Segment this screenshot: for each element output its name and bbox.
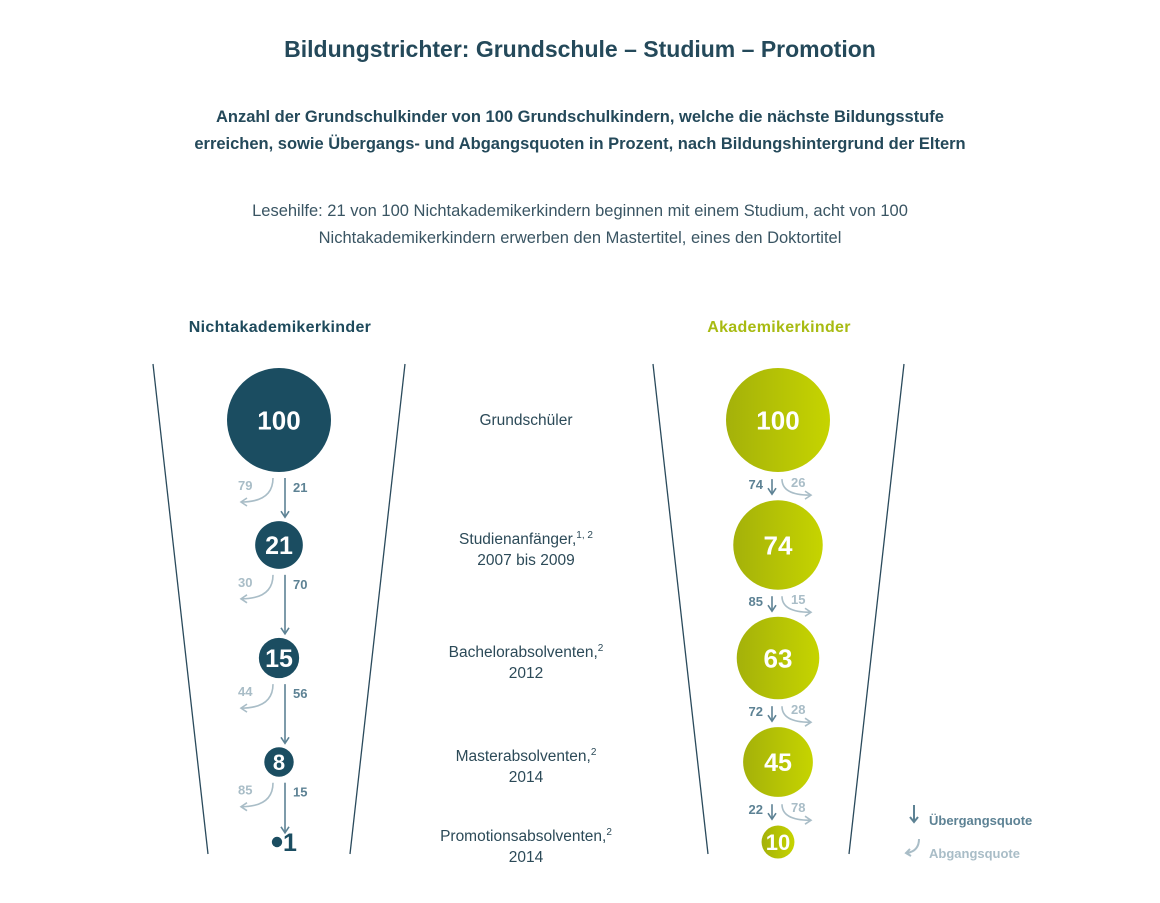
dropout-rate-g1-3: 78 (791, 800, 805, 815)
count-bubble-g0-s0 (227, 368, 331, 472)
count-bubble-g1-s3 (743, 727, 813, 797)
dropout-arrow-g1-2 (781, 706, 811, 723)
stage-label-2: Bachelorabsolventen,2 2012 (406, 638, 646, 684)
transition-rate-g1-3: 22 (749, 802, 763, 817)
dropout-rate-g0-2: 44 (238, 684, 253, 699)
stage-name: Bachelorabsolventen,2 (448, 643, 604, 662)
stage-period: 2014 (508, 849, 544, 867)
count-bubble-g0-s1 (255, 521, 303, 569)
count-label-g1-s3: 45 (764, 749, 792, 777)
transition-arrowhead-g1-1 (767, 604, 777, 613)
count-bubble-g1-s1 (733, 500, 823, 590)
dropout-arrow-g0-1 (240, 574, 274, 600)
group-heading-academic: Akademikerkinder (707, 319, 851, 336)
stage-period: 2012 (508, 665, 544, 683)
dropout-arrowhead-g1-2 (804, 717, 813, 727)
count-bubble-g0-s3 (264, 747, 294, 777)
down-arrow-icon (903, 803, 929, 828)
stage-footnote: 2 (597, 643, 604, 654)
stage-label-4: Promotionsabsolventen,2 2014 (406, 822, 646, 868)
transition-rate-g0-2: 56 (293, 686, 307, 701)
dropout-arrow-g1-3 (781, 804, 811, 822)
count-label-g0-s2: 15 (265, 645, 293, 673)
funnel-wall-3 (848, 363, 905, 855)
stage-period: 2014 (508, 769, 544, 787)
dropout-arrowhead-g0-2 (239, 703, 248, 713)
stage-label-3: Masterabsolventen,2 2014 (406, 742, 646, 788)
transition-rate-g1-2: 72 (749, 704, 763, 719)
stage-name: Grundschüler (479, 412, 573, 429)
count-label-g1-s4: 10 (766, 830, 790, 855)
stage-label-0: Grundschüler (406, 410, 646, 431)
transition-rate-g0-0: 21 (293, 480, 307, 495)
dropout-rate-g1-0: 26 (791, 475, 805, 490)
dropout-rate-g0-0: 79 (238, 478, 252, 493)
subtitle-line-1: Anzahl der Grundschulkinder von 100 Grun… (216, 108, 944, 126)
group-heading-nonacademic: Nichtakademikerkinder (188, 319, 372, 336)
count-label-g1-s2: 63 (764, 643, 793, 673)
funnel-wall-0 (152, 363, 209, 855)
stage-name: Masterabsolventen,2 (455, 747, 597, 766)
funnel-wall-2 (652, 363, 709, 855)
count-label-g0-s1: 21 (265, 532, 293, 560)
dropout-arrow-g0-3 (240, 782, 274, 808)
dropout-rate-g1-2: 28 (791, 702, 805, 717)
transition-arrowhead-g0-3 (280, 826, 290, 835)
subtitle-line-2: erreichen, sowie Übergangs- und Abgangsq… (194, 135, 966, 153)
funnel-wall-1 (349, 363, 406, 855)
stage-period: 2007 bis 2009 (477, 552, 575, 570)
transition-rate-g0-1: 70 (293, 577, 307, 592)
transition-arrowhead-g0-2 (280, 736, 290, 745)
dropout-arrow-g0-0 (240, 477, 274, 503)
transition-arrowhead-g0-0 (280, 510, 290, 519)
dropout-rate-g0-1: 30 (238, 575, 252, 590)
legend-dropout-label: Abgangsquote (929, 846, 1020, 861)
transition-arrowhead-g0-1 (280, 627, 290, 636)
dropout-rate-g1-1: 15 (791, 592, 805, 607)
stage-footnote: 2 (590, 747, 597, 758)
dropout-arrow-g1-0 (781, 479, 811, 496)
count-bubble-g1-s0 (726, 368, 830, 472)
legend-transition-label: Übergangsquote (929, 813, 1033, 828)
dropout-rate-g0-3: 85 (238, 783, 252, 798)
chart-subtitle: Anzahl der Grundschulkinder von 100 Grun… (180, 104, 980, 158)
count-bubble-g0-s2 (258, 637, 300, 679)
dropout-arrow-g0-2 (240, 684, 274, 709)
stage-name: Studienanfänger,1, 2 (459, 530, 593, 549)
reading-aid-line-1: Lesehilfe: 21 von 100 Nichtakademikerkin… (252, 202, 908, 220)
stage-footnote: 1, 2 (576, 530, 593, 541)
legend-dropout: Abgangsquote (903, 836, 1020, 861)
reading-aid-line-2: Nichtakademikerkindern erwerben den Mast… (318, 229, 842, 247)
count-label-g0-s4: 1 (283, 829, 297, 857)
transition-arrowhead-g1-3 (767, 812, 777, 821)
count-label-g1-s1: 74 (764, 530, 793, 560)
transition-rate-g1-0: 74 (749, 477, 764, 492)
count-bubble-g1-s2 (736, 616, 820, 700)
stage-name: Promotionsabsolventen,2 (440, 827, 612, 846)
dropout-arrowhead-g1-3 (804, 815, 813, 825)
dropout-arrowhead-g1-0 (804, 490, 813, 500)
count-label-g0-s3: 8 (273, 750, 285, 775)
reading-aid: Lesehilfe: 21 von 100 Nichtakademikerkin… (180, 198, 980, 252)
legend-transition: Übergangsquote (903, 803, 1032, 828)
dropout-arrowhead-g0-3 (239, 802, 248, 812)
stage-footnote: 2 (606, 827, 612, 838)
dropout-arrowhead-g0-0 (239, 497, 248, 507)
dropout-arrowhead-g1-1 (804, 607, 813, 617)
dropout-arrowhead-g0-1 (239, 594, 248, 604)
transition-rate-g1-1: 85 (749, 594, 763, 609)
transition-arrowhead-g1-2 (767, 714, 777, 723)
chart-title: Bildungstrichter: Grundschule – Studium … (284, 36, 876, 62)
curved-arrow-icon (903, 836, 929, 861)
stage-label-1: Studienanfänger,1, 2 2007 bis 2009 (406, 525, 646, 571)
dropout-arrow-g1-1 (781, 596, 811, 614)
count-label-g0-s0: 100 (257, 405, 300, 435)
count-label-g1-s0: 100 (756, 405, 799, 435)
count-bubble-g1-s4 (761, 825, 795, 859)
count-bubble-g0-s4 (271, 836, 283, 848)
transition-rate-g0-3: 15 (293, 785, 307, 800)
transition-arrowhead-g1-0 (767, 487, 777, 496)
